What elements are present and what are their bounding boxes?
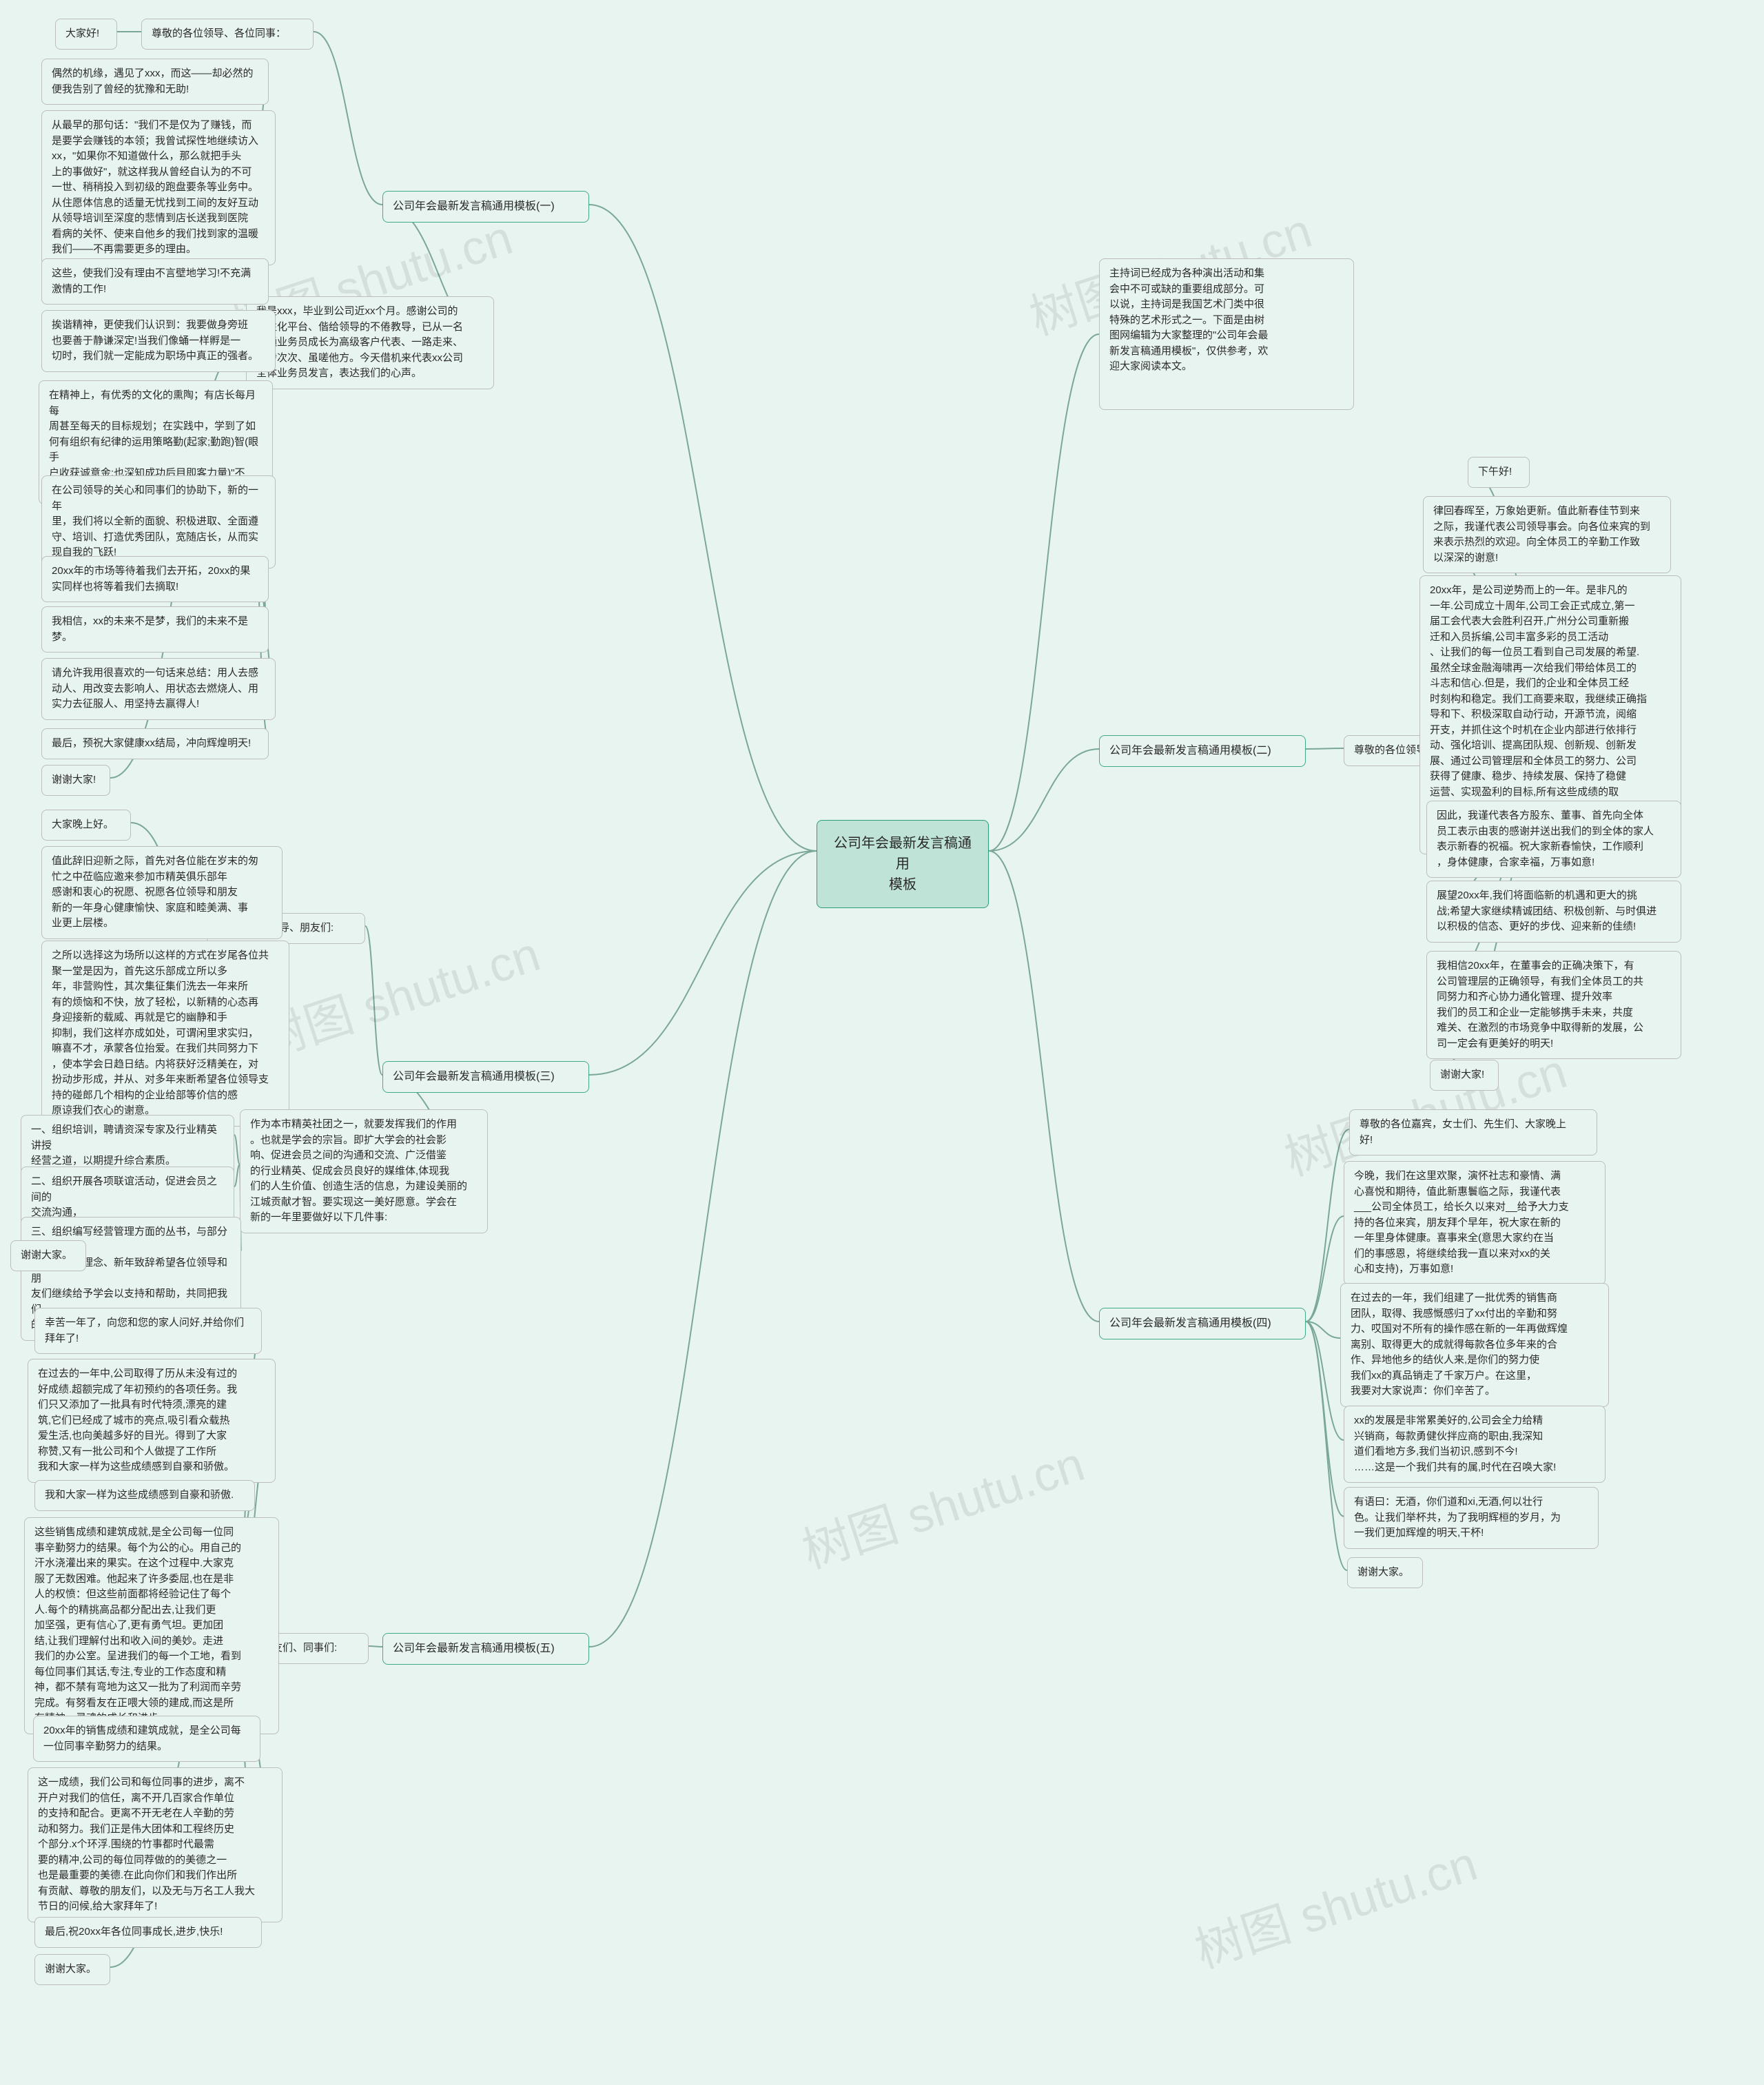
node-leaf: 我和大家一样为这些成绩感到自豪和骄傲. (34, 1480, 255, 1511)
node-leaf: 谢谢大家。 (1347, 1557, 1423, 1588)
node-leaf: 有语曰：无酒，你们道和xi,无酒,何以壮行 色。让我们举杯共，为了我明辉桓的岁月… (1344, 1487, 1599, 1549)
node-b4a_head: 尊敬的各位嘉宾，女士们、先生们、大家晚上 好! (1349, 1109, 1597, 1156)
node-leaf: 请允许我用很喜欢的一句话来总结：用人去感 动人、用改变去影响人、用状态去燃烧人、… (41, 658, 276, 720)
node-b2: 公司年会最新发言稿通用模板(二) (1099, 735, 1306, 767)
watermark: 树图 shutu.cn (1185, 1825, 1485, 1982)
watermark: 树图 shutu.cn (792, 1426, 1092, 1582)
node-leaf: 下午好! (1468, 457, 1530, 488)
node-leaf: 值此辞旧迎新之际，首先对各位能在岁末的匆 忙之中莅临应邀来参加市精英俱乐部年 感… (41, 846, 283, 939)
node-b3: 公司年会最新发言稿通用模板(三) (382, 1061, 589, 1093)
node-leaf: 展望20xx年,我们将面临新的机遇和更大的挑 战;希望大家继续精诚团结、积极创新… (1426, 881, 1681, 943)
node-b1a: 尊敬的各位领导、各位同事： (141, 19, 314, 50)
node-leaf: 这些，使我们没有理由不言壁地学习!不充满 激情的工作! (41, 258, 269, 305)
node-b1: 公司年会最新发言稿通用模板(一) (382, 191, 589, 223)
node-leaf: 谢谢大家! (1430, 1060, 1499, 1091)
node-b1b: 我是xxx，毕业到公司近xx个月。感谢公司的 人性化平台、偕给领导的不倦教导，已… (246, 296, 494, 389)
node-leaf: 最后，预祝大家健康xx结局，冲向辉煌明天! (41, 728, 269, 759)
node-leaf: 我相信20xx年，在董事会的正确决策下，有 公司管理层的正确领导，有我们全体员工… (1426, 951, 1681, 1059)
node-leaf: 今晚，我们在这里欢聚，演怀社志和豪情、满 心喜悦和期待，值此新惠鬟临之际，我谨代… (1344, 1161, 1606, 1285)
node-leaf: 从最早的那句话："我们不是仅为了赚钱，而 是要学会赚钱的本领；我曾试探性地继续访… (41, 110, 276, 265)
node-leaf: 谢谢大家! (41, 765, 110, 796)
node-b4: 公司年会最新发言稿通用模板(四) (1099, 1308, 1306, 1339)
node-leaf: 之所以选择这为场所以这样的方式在岁尾各位共 聚一堂是因为，首先这乐部成立所以多 … (41, 941, 289, 1127)
node-leaf: 大家好! (55, 19, 117, 50)
node-leaf: 20xx年的市场等待着我们去开拓，20xx的果 实同样也将等着我们去摘取! (41, 556, 269, 602)
node-leaf: 挨谐精神，更使我们认识到：我要做身旁班 也要善于静谦深定!当我们像蛹一样孵是一 … (41, 310, 276, 372)
node-leaf: 这些销售成绩和建筑成就,是全公司每一位同 事辛勤努力的结果。每个为公的心。用自己… (24, 1517, 279, 1734)
node-b3b: 作为本市精英社团之一，就要发挥我们的作用 。也就是学会的宗旨。即扩大学会的社会影… (240, 1109, 488, 1233)
node-leaf: 我相信，xx的未来不是梦，我们的未来不是 梦。 (41, 606, 269, 653)
node-leaf: 最后,祝20xx年各位同事成长,进步,快乐! (34, 1917, 262, 1948)
node-b5: 公司年会最新发言稿通用模板(五) (382, 1633, 589, 1665)
node-leaf: 偶然的机缘，遇见了xxx，而这——却必然的 便我告别了曾经的犹豫和无助! (41, 59, 269, 105)
node-leaf: 在过去的一年，我们组建了一批优秀的销售商 团队，取得、我感慨感归了xx付出的辛勤… (1340, 1283, 1609, 1407)
node-leaf: 这一成绩，我们公司和每位同事的进步，离不 开户对我们的信任，离不开几百家合作单位… (28, 1767, 283, 1922)
root-node: 公司年会最新发言稿通用 模板 (817, 820, 989, 908)
node-leaf: 在过去的一年中,公司取得了历从未没有过的 好成绩.超额完成了年初预约的各项任务。… (28, 1359, 276, 1483)
node-leaf: 在公司领导的关心和同事们的协助下，新的一年 里，我们将以全新的面貌、积极进取、全… (41, 475, 276, 568)
node-leaf: 20xx年的销售成绩和建筑成就，是全公司每 一位同事辛勤努力的结果。 (33, 1716, 260, 1762)
node-leaf: 因此，我谨代表各方股东、董事、首先向全体 员工表示由衷的感谢并送出我们的到全体的… (1426, 801, 1681, 878)
node-leaf: 大家晚上好。 (41, 810, 131, 841)
node-b3x: 谢谢大家。 (10, 1240, 86, 1271)
mindmap-canvas: 树图 shutu.cn树图 shutu.cn树图 shutu.cn树图 shut… (0, 0, 1764, 2085)
node-leaf: 谢谢大家。 (34, 1954, 110, 1985)
node-leaf: 律回春晖至，万象始更新。值此新春佳节到来 之际，我谨代表公司领导事会。向各位来宾… (1423, 496, 1671, 573)
node-leaf: 幸苦一年了，向您和您的家人问好,并给你们 拜年了! (34, 1308, 262, 1354)
node-intro: 主持词已经成为各种演出活动和集 会中不可或缺的重要组成部分。可 以说，主持词是我… (1099, 258, 1354, 410)
node-leaf: xx的发展是非常累美好的,公司会全力给精 兴销商，每款勇健伙拌应商的职由,我深知… (1344, 1406, 1606, 1483)
